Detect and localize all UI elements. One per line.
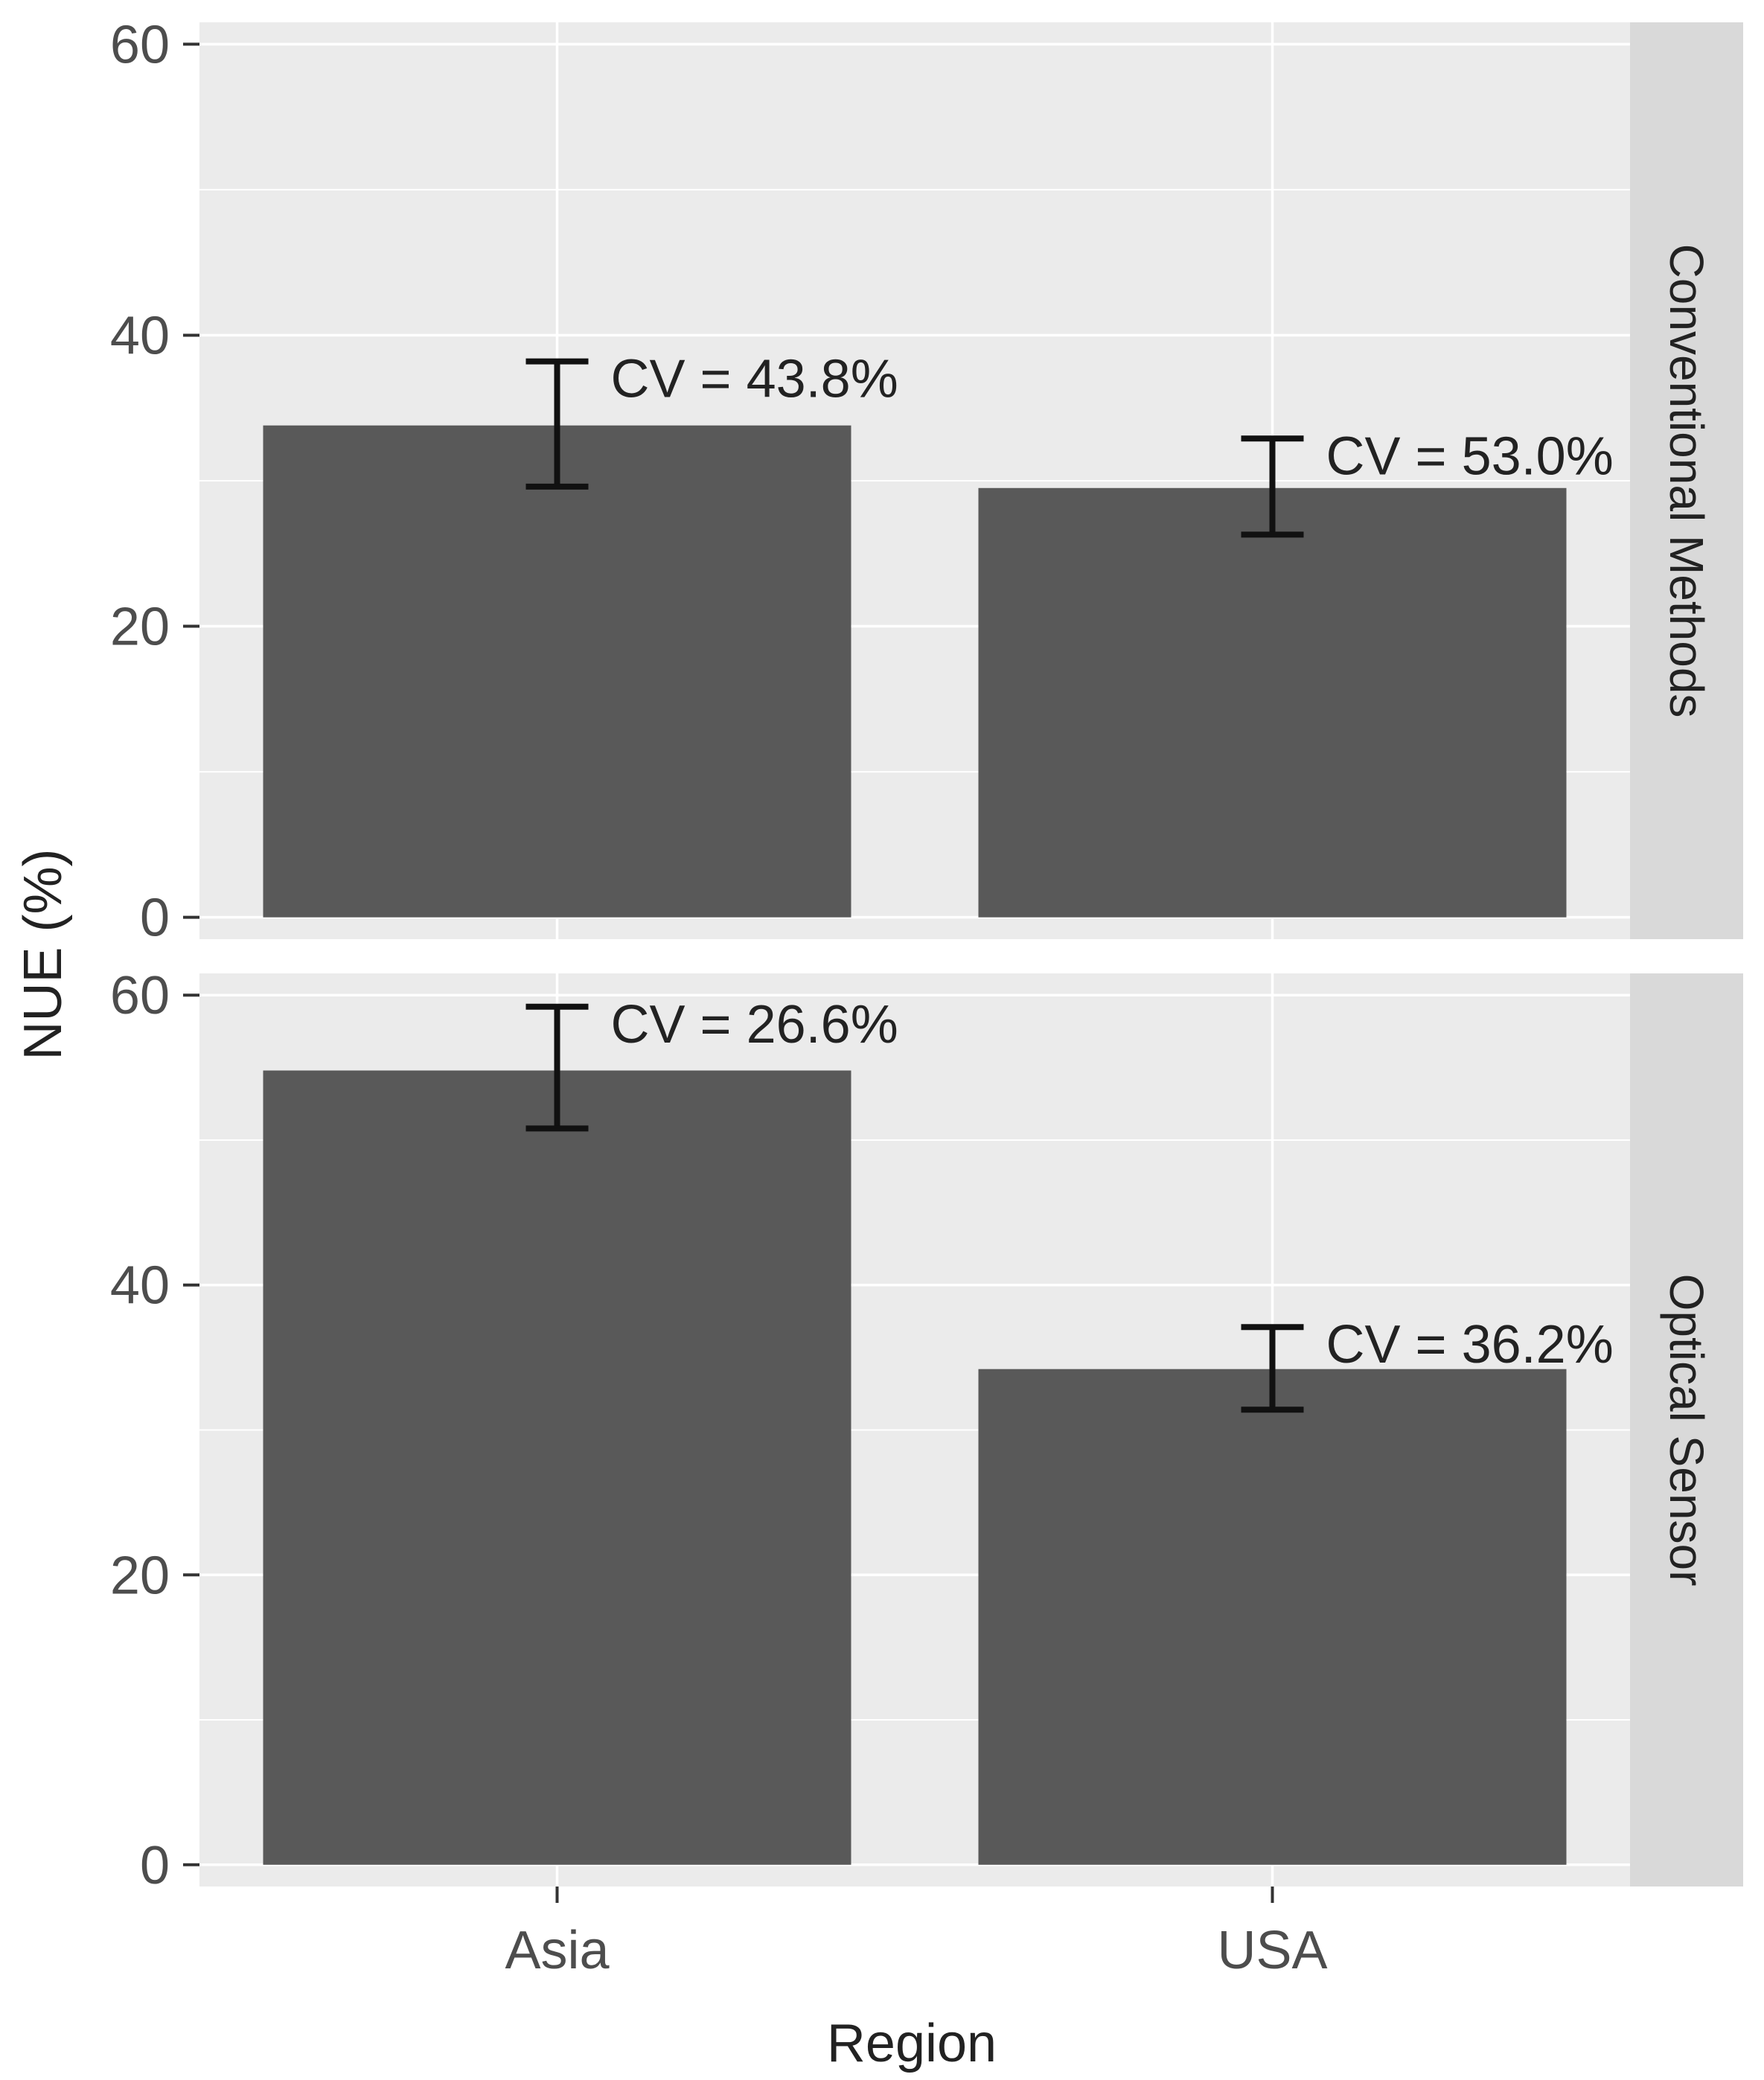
y-tick-label: 0 bbox=[140, 1836, 170, 1895]
x-axis-title: Region bbox=[827, 2014, 997, 2073]
facet-strip-label: Optical Sensor bbox=[1660, 1274, 1713, 1587]
panels-layer: CV = 43.8% CV = 53.0% Conventional Methods… bbox=[199, 22, 1743, 1887]
axes-layer: 0 20 40 60 0 20 40 60 Asia USA bbox=[110, 15, 1328, 1980]
x-tick-label: USA bbox=[1217, 1921, 1327, 1980]
cv-label-usa: CV = 53.0% bbox=[1326, 426, 1614, 486]
y-axis-title: NUE (%) bbox=[13, 849, 73, 1060]
y-tick-label: 40 bbox=[110, 1256, 170, 1316]
error-bar-usa bbox=[1241, 435, 1304, 538]
cv-label-asia: CV = 43.8% bbox=[611, 350, 898, 409]
error-bar-asia bbox=[525, 1003, 589, 1132]
error-bar-asia bbox=[525, 358, 589, 490]
x-tick-label: Asia bbox=[505, 1921, 610, 1980]
facet-strip-label: Conventional Methods bbox=[1660, 244, 1713, 718]
bar-asia bbox=[263, 425, 851, 918]
y-tick-label: 20 bbox=[110, 598, 170, 657]
facet-panel: CV = 26.6% CV = 36.2% Optical Sensor bbox=[199, 973, 1743, 1887]
facet-strip bbox=[1630, 22, 1743, 939]
bar-asia bbox=[263, 1070, 851, 1865]
cv-label-asia: CV = 26.6% bbox=[611, 995, 898, 1055]
y-tick-label: 20 bbox=[110, 1546, 170, 1605]
bar-usa bbox=[978, 487, 1567, 918]
facet-strip bbox=[1630, 973, 1743, 1887]
y-tick-label: 60 bbox=[110, 966, 170, 1025]
facet-panel: CV = 43.8% CV = 53.0% Conventional Methods bbox=[199, 22, 1743, 939]
y-tick-label: 60 bbox=[110, 15, 170, 74]
bar-usa bbox=[978, 1369, 1567, 1865]
y-tick-label: 40 bbox=[110, 306, 170, 365]
error-bar-usa bbox=[1241, 1324, 1304, 1413]
cv-label-usa: CV = 36.2% bbox=[1326, 1315, 1614, 1375]
y-tick-label: 0 bbox=[140, 889, 170, 948]
